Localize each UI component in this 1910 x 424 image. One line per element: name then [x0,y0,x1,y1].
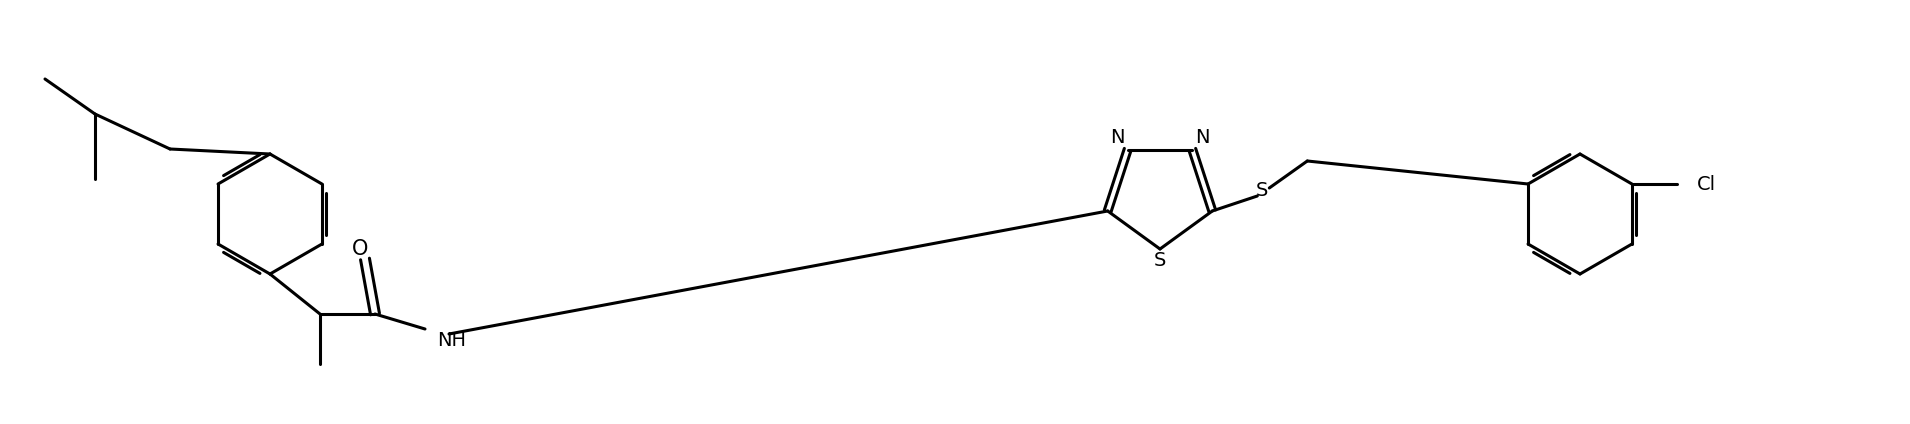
Text: N: N [1196,128,1209,147]
Text: O: O [351,239,369,259]
Text: N: N [1110,128,1125,147]
Text: S: S [1257,181,1268,201]
Text: Cl: Cl [1696,175,1715,193]
Text: S: S [1154,251,1167,271]
Text: NH: NH [437,332,466,351]
